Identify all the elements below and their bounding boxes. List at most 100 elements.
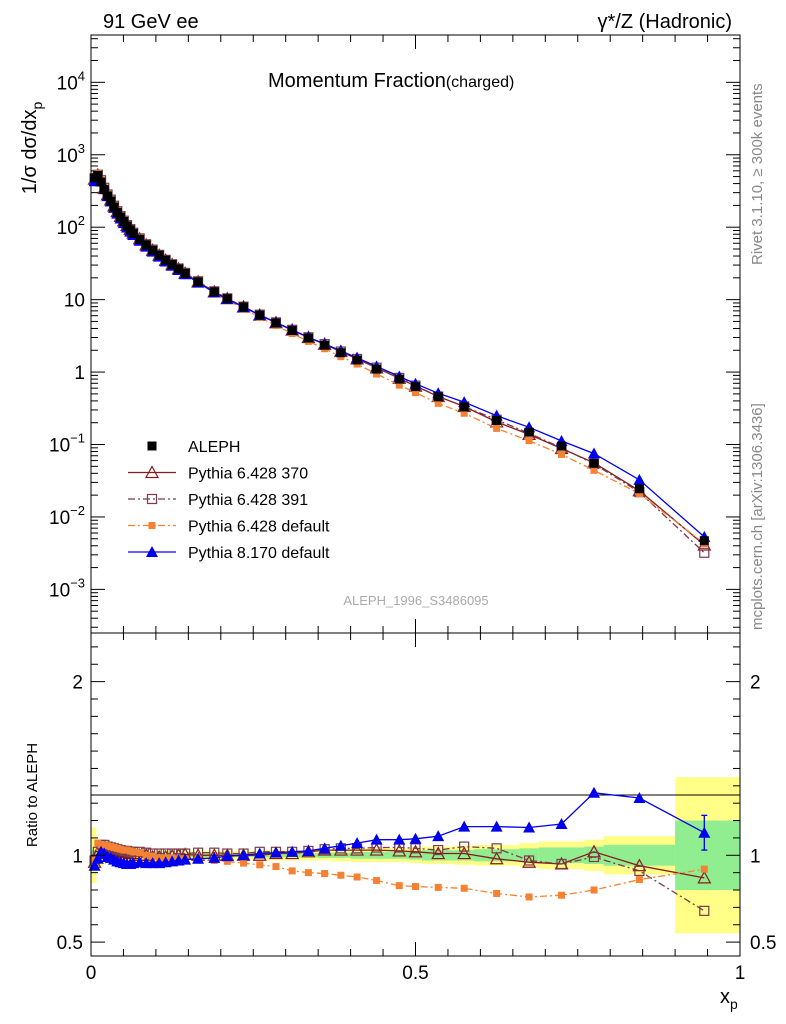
data-point xyxy=(286,845,299,857)
data-point xyxy=(154,250,164,260)
data-point xyxy=(370,833,383,845)
ratio-axes: 0.5 0.51 12 20 0.5 1 xyxy=(57,633,776,984)
data-point xyxy=(174,264,184,274)
data-point xyxy=(320,340,330,350)
stat-uncertainty-band xyxy=(389,851,410,859)
data-point xyxy=(410,843,421,854)
main-plot: 10−3 10−2 10−1 1 10 102 103 104 Momentum Fracti… xyxy=(49,34,741,634)
series-line xyxy=(94,173,705,554)
y-tick-label: 1 xyxy=(74,363,85,384)
series-line xyxy=(94,171,705,545)
data-point xyxy=(237,849,250,861)
data-point xyxy=(106,196,116,206)
data-point xyxy=(412,389,419,397)
legend-label: Pythia 6.428 370 xyxy=(188,466,308,483)
data-point xyxy=(239,302,249,312)
data-point xyxy=(459,402,469,412)
data-point xyxy=(351,837,364,849)
data-point xyxy=(492,415,502,425)
data-point xyxy=(91,852,104,864)
legend-label: Pythia 6.428 default xyxy=(188,519,330,536)
data-point xyxy=(699,905,710,916)
x-tick-label: 1 xyxy=(735,963,746,984)
data-point xyxy=(129,848,137,856)
data-point xyxy=(633,473,646,485)
data-point xyxy=(209,287,219,297)
legend-label: Pythia 8.170 default xyxy=(188,545,330,562)
y-tick-label: 104 xyxy=(57,68,85,94)
main-ylabel: 1/σ dσ/dxp xyxy=(19,102,45,195)
header-right: γ*/Z (Hadronic) xyxy=(598,11,732,33)
stat-uncertainty-band xyxy=(473,849,520,862)
data-point xyxy=(700,865,708,873)
data-point xyxy=(412,883,419,891)
data-point xyxy=(434,399,442,407)
data-point xyxy=(635,876,643,884)
series-pythia-6-428-391 xyxy=(89,169,710,558)
data-point xyxy=(634,484,644,494)
y-tick-label: 102 xyxy=(57,213,85,239)
data-point xyxy=(112,207,122,217)
data-point xyxy=(590,886,598,894)
data-point xyxy=(222,294,232,304)
y-tick-label-right: 0.5 xyxy=(750,933,776,954)
data-point xyxy=(318,842,331,854)
x-tick-label: 0 xyxy=(86,963,97,984)
y-tick-label: 2 xyxy=(72,673,83,694)
data-point xyxy=(337,871,345,879)
data-point xyxy=(633,791,646,803)
data-point xyxy=(558,450,566,458)
ratio-bands xyxy=(91,777,741,934)
data-point xyxy=(167,260,177,270)
data-point xyxy=(555,818,568,830)
data-point xyxy=(350,842,365,856)
data-point xyxy=(590,466,598,474)
data-point xyxy=(493,889,501,897)
data-point xyxy=(288,867,296,875)
main-title: Momentum Fraction(charged) xyxy=(268,70,514,92)
data-point xyxy=(321,870,329,878)
data-point xyxy=(393,833,406,845)
data-point xyxy=(179,853,192,865)
y-tick-label: 1 xyxy=(72,846,83,867)
data-point xyxy=(192,852,205,864)
data-point xyxy=(525,893,533,901)
series-pythia-6-428-370 xyxy=(87,167,712,551)
ratio-plot-frame xyxy=(90,632,741,957)
series-pythia-8-170-default xyxy=(88,171,711,542)
data-point xyxy=(373,370,381,378)
data-point xyxy=(634,865,645,877)
legend-marker xyxy=(147,441,157,451)
data-point xyxy=(489,851,504,865)
side-text-bottom: mcplots.cern.ch [arXiv:1306.3436] xyxy=(749,403,766,630)
data-point xyxy=(459,841,470,852)
data-point xyxy=(119,216,129,226)
data-point xyxy=(395,882,403,890)
data-point xyxy=(372,364,382,374)
y-tick-label: 10 xyxy=(64,291,85,312)
data-point xyxy=(587,786,600,798)
data-point xyxy=(193,277,203,287)
legend-marker xyxy=(146,546,158,557)
data-point xyxy=(136,849,144,857)
data-point xyxy=(635,490,643,498)
data-point xyxy=(699,536,709,546)
data-point xyxy=(148,245,158,255)
data-point xyxy=(180,268,190,278)
data-point xyxy=(93,170,103,180)
legend-marker xyxy=(144,465,160,479)
ratio-xlabel: xp xyxy=(720,986,738,1012)
legend-marker xyxy=(146,493,158,505)
y-tick-label: 10−3 xyxy=(49,575,85,601)
main-plot-frame xyxy=(90,34,741,634)
data-point xyxy=(433,392,443,402)
data-point xyxy=(161,255,171,265)
data-point xyxy=(411,382,420,392)
data-point xyxy=(556,858,567,870)
y-tick-label-right: 2 xyxy=(750,673,761,694)
legend: ALEPH Pythia 6.428 370 Pythia 6.428 391 Pyt… xyxy=(128,439,330,562)
data-point xyxy=(304,869,312,877)
series-pythia-8-170-default xyxy=(88,786,711,871)
data-point xyxy=(522,854,537,868)
